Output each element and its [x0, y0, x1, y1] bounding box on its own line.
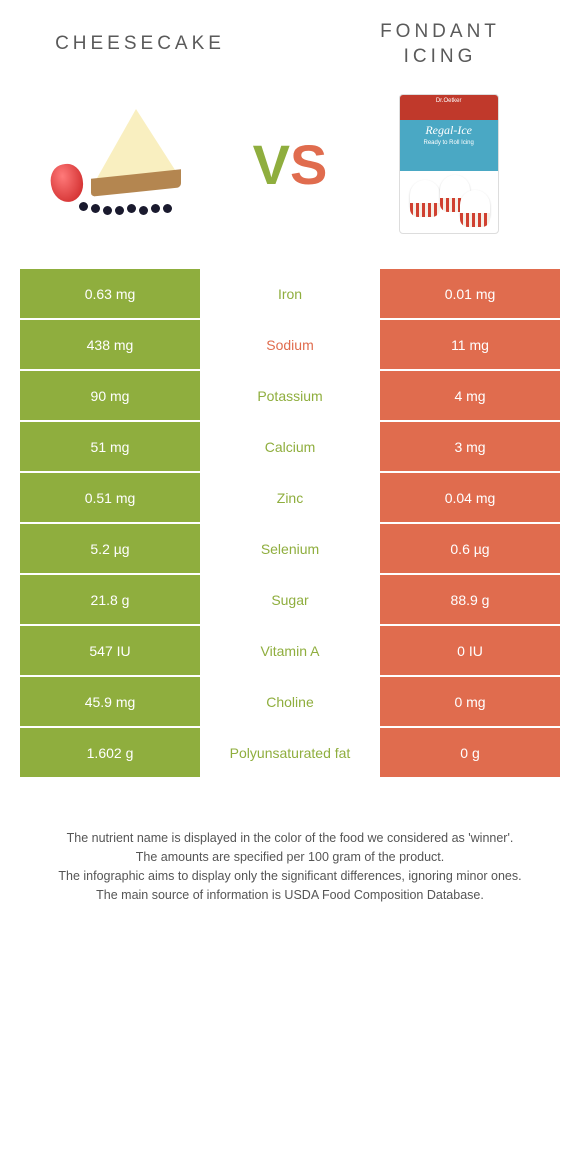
- box-name: Regal-Ice: [400, 123, 498, 138]
- footer-line: The amounts are specified per 100 gram o…: [30, 848, 550, 867]
- table-row: 5.2 µgSelenium0.6 µg: [20, 524, 560, 575]
- nutrient-name: Polyunsaturated fat: [200, 728, 380, 779]
- box-sub: Ready to Roll Icing: [400, 140, 498, 146]
- right-title: FONDANT ICING: [320, 20, 560, 69]
- right-value: 0 g: [380, 728, 560, 779]
- table-row: 45.9 mgCholine0 mg: [20, 677, 560, 728]
- right-value: 0.01 mg: [380, 269, 560, 320]
- vs-v: V: [253, 133, 290, 196]
- right-value: 3 mg: [380, 422, 560, 473]
- left-value: 5.2 µg: [20, 524, 200, 575]
- left-value: 0.51 mg: [20, 473, 200, 524]
- nutrient-name: Calcium: [200, 422, 380, 473]
- nutrient-name: Selenium: [200, 524, 380, 575]
- images-row: VS Dr.Oetker Regal-Ice Ready to Roll Ici…: [20, 84, 560, 244]
- right-value: 4 mg: [380, 371, 560, 422]
- left-value: 438 mg: [20, 320, 200, 371]
- left-value: 90 mg: [20, 371, 200, 422]
- left-value: 547 IU: [20, 626, 200, 677]
- nutrient-name: Zinc: [200, 473, 380, 524]
- header-row: CHEESECAKE FONDANT ICING: [20, 20, 560, 69]
- nutrient-name: Iron: [200, 269, 380, 320]
- nutrient-name: Potassium: [200, 371, 380, 422]
- right-value: 11 mg: [380, 320, 560, 371]
- footer-notes: The nutrient name is displayed in the co…: [20, 829, 560, 904]
- table-row: 21.8 gSugar88.9 g: [20, 575, 560, 626]
- table-row: 51 mgCalcium3 mg: [20, 422, 560, 473]
- table-row: 0.51 mgZinc0.04 mg: [20, 473, 560, 524]
- right-value: 0 mg: [380, 677, 560, 728]
- right-value: 0.6 µg: [380, 524, 560, 575]
- table-row: 1.602 gPolyunsaturated fat0 g: [20, 728, 560, 779]
- left-value: 21.8 g: [20, 575, 200, 626]
- table-row: 547 IUVitamin A0 IU: [20, 626, 560, 677]
- left-value: 0.63 mg: [20, 269, 200, 320]
- table-row: 0.63 mgIron0.01 mg: [20, 269, 560, 320]
- left-image-slot: [20, 84, 243, 244]
- footer-line: The infographic aims to display only the…: [30, 867, 550, 886]
- footer-line: The main source of information is USDA F…: [30, 886, 550, 905]
- footer-line: The nutrient name is displayed in the co…: [30, 829, 550, 848]
- nutrient-name: Sugar: [200, 575, 380, 626]
- right-value: 88.9 g: [380, 575, 560, 626]
- left-title: CHEESECAKE: [20, 32, 260, 57]
- right-value: 0.04 mg: [380, 473, 560, 524]
- nutrient-name: Sodium: [200, 320, 380, 371]
- left-value: 1.602 g: [20, 728, 200, 779]
- nutrient-table: 0.63 mgIron0.01 mg438 mgSodium11 mg90 mg…: [20, 269, 560, 779]
- right-value: 0 IU: [380, 626, 560, 677]
- left-value: 45.9 mg: [20, 677, 200, 728]
- vs-s: S: [290, 133, 327, 196]
- fondant-box-icon: Dr.Oetker Regal-Ice Ready to Roll Icing: [399, 94, 499, 234]
- nutrient-name: Choline: [200, 677, 380, 728]
- table-row: 90 mgPotassium4 mg: [20, 371, 560, 422]
- nutrient-name: Vitamin A: [200, 626, 380, 677]
- right-image-slot: Dr.Oetker Regal-Ice Ready to Roll Icing: [337, 84, 560, 244]
- table-row: 438 mgSodium11 mg: [20, 320, 560, 371]
- box-brand: Dr.Oetker: [400, 98, 498, 104]
- vs-label: VS: [243, 132, 338, 197]
- left-value: 51 mg: [20, 422, 200, 473]
- infographic-container: CHEESECAKE FONDANT ICING VS Dr.Oetker Re…: [0, 0, 580, 934]
- cheesecake-icon: [51, 104, 211, 224]
